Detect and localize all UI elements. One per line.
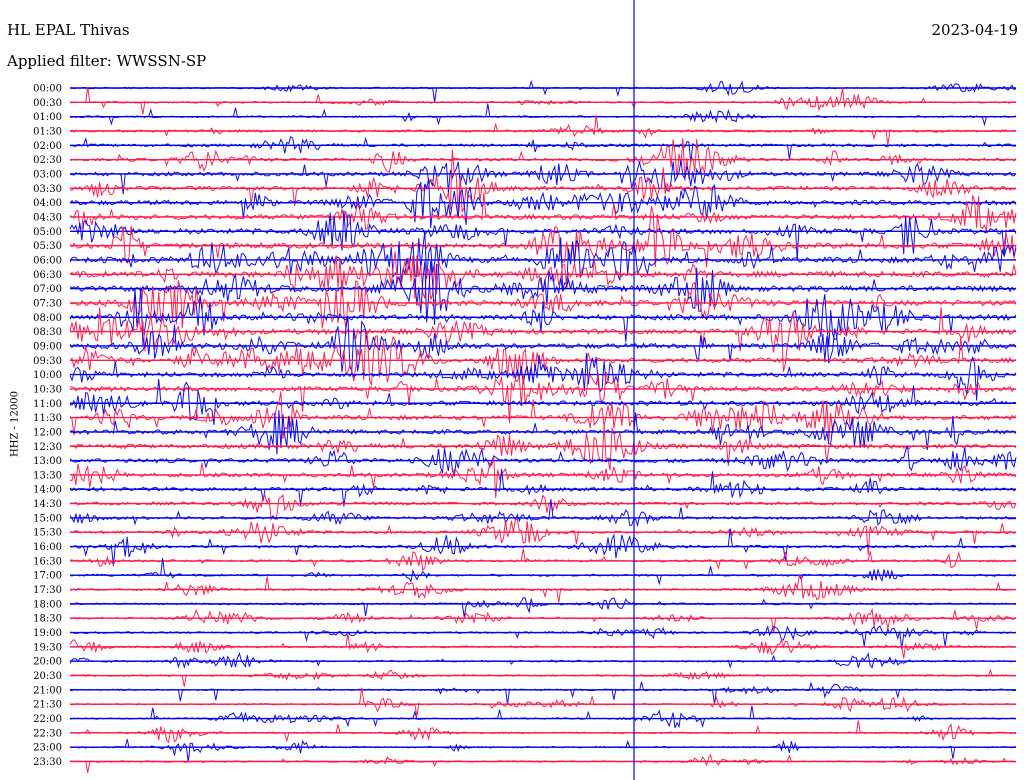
trace-row [70, 720, 1016, 742]
row-tick-label: 05:30 [33, 241, 62, 252]
trace-row [70, 87, 1016, 114]
trace-row [70, 739, 1016, 762]
row-tick-label: 23:00 [33, 743, 62, 754]
row-tick-label: 19:00 [33, 628, 62, 639]
row-tick-label: 13:30 [33, 470, 62, 481]
row-tick-label: 10:00 [33, 370, 62, 381]
trace-row [70, 137, 1016, 163]
row-tick-label: 11:00 [33, 399, 62, 410]
trace-row [70, 115, 1016, 145]
row-tick-label: 18:30 [33, 614, 62, 625]
row-tick-label: 07:00 [33, 284, 62, 295]
trace-row [70, 193, 1016, 232]
trace-row [70, 634, 1016, 659]
row-tick-label: 08:30 [33, 327, 62, 338]
trace-row [70, 206, 1016, 267]
trace-row [70, 261, 1016, 325]
row-tick-label: 22:30 [33, 728, 62, 739]
row-tick-label: 19:30 [33, 642, 62, 653]
row-tick-label: 13:00 [33, 456, 62, 467]
row-tick-label: 17:30 [33, 585, 62, 596]
row-tick-label: 09:30 [33, 356, 62, 367]
row-tick-label: 03:30 [33, 184, 62, 195]
trace-row [70, 391, 1016, 441]
trace-row [70, 688, 1016, 716]
row-tick-label: 11:30 [33, 413, 62, 424]
row-tick-label: 15:00 [33, 513, 62, 524]
row-tick-label: 05:00 [33, 227, 62, 238]
row-tick-label: 02:00 [33, 141, 62, 152]
trace-row [70, 670, 1016, 687]
row-tick-label: 14:00 [33, 485, 62, 496]
row-tick-label: 10:30 [33, 384, 62, 395]
row-tick-label: 17:00 [33, 571, 62, 582]
trace-row [70, 549, 1016, 570]
row-tick-label: 01:30 [33, 126, 62, 137]
row-tick-label: 08:00 [33, 313, 62, 324]
row-tick-label: 04:30 [33, 212, 62, 223]
row-tick-label: 07:30 [33, 298, 62, 309]
row-tick-label: 09:00 [33, 341, 62, 352]
trace-row [70, 706, 1016, 728]
trace-row [70, 755, 1016, 773]
row-tick-label: 18:00 [33, 599, 62, 610]
row-tick-label: 04:00 [33, 198, 62, 209]
row-tick-label: 21:00 [33, 685, 62, 696]
trace-row [70, 598, 1016, 617]
row-tick-label: 21:30 [33, 700, 62, 711]
row-tick-label: 20:30 [33, 671, 62, 682]
row-tick-label: 06:30 [33, 270, 62, 281]
row-tick-label: 20:00 [33, 657, 62, 668]
trace-row [70, 495, 1016, 519]
trace-row [70, 682, 1016, 705]
trace-row [70, 558, 1016, 583]
trace-row [70, 251, 1016, 299]
row-tick-label: 15:30 [33, 528, 62, 539]
row-tick-label: 00:30 [33, 98, 62, 109]
trace-row [70, 610, 1016, 634]
row-tick-label: 14:30 [33, 499, 62, 510]
row-tick-label: 16:30 [33, 556, 62, 567]
row-tick-label: 16:00 [33, 542, 62, 553]
row-tick-label: 00:00 [33, 84, 62, 95]
row-tick-label: 06:00 [33, 255, 62, 266]
row-tick-label: 12:00 [33, 427, 62, 438]
row-tick-label: 01:00 [33, 112, 62, 123]
row-tick-label: 22:00 [33, 714, 62, 725]
row-tick-label: 03:00 [33, 169, 62, 180]
trace-row [70, 104, 1016, 125]
row-tick-label: 12:30 [33, 442, 62, 453]
row-tick-label: 02:30 [33, 155, 62, 166]
trace-row [70, 520, 1016, 555]
row-tick-label: 23:30 [33, 757, 62, 768]
